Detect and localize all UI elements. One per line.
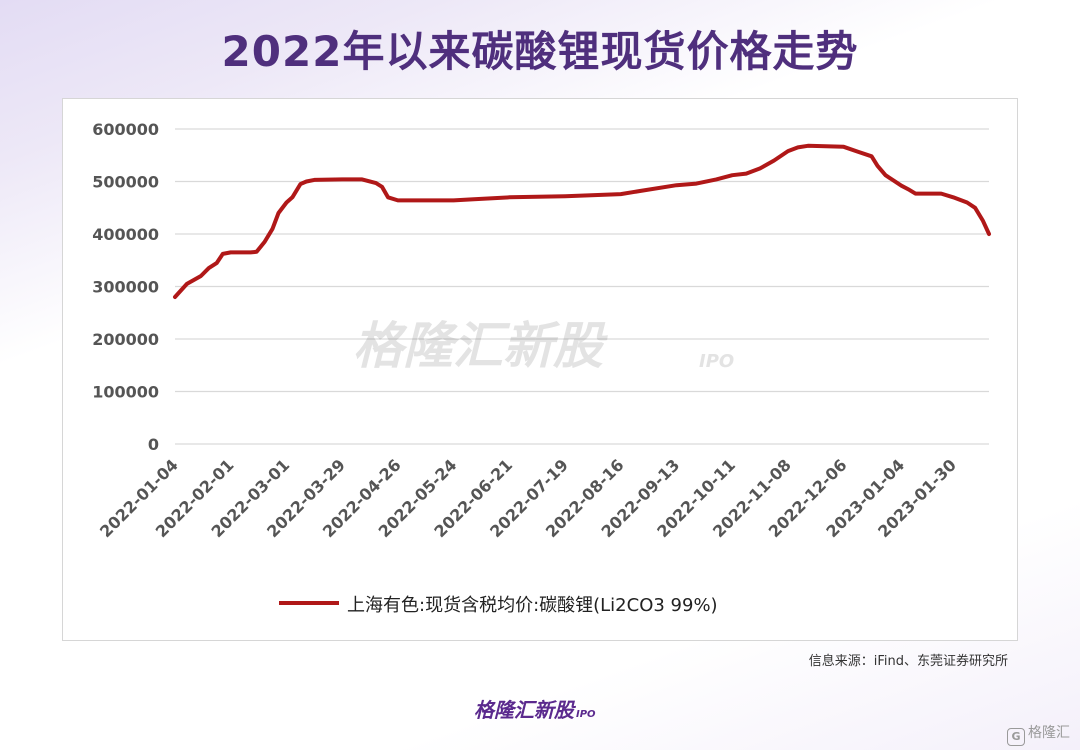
- y-tick-label: 300000: [92, 278, 159, 297]
- y-tick-label: 100000: [92, 383, 159, 402]
- line-chart: 0 100000 200000 300000 400000 500000 600000 20…: [92, 120, 991, 616]
- legend-label: 上海有色:现货含税均价:碳酸锂(Li2CO3 99%): [347, 595, 718, 616]
- series-layer: [173, 143, 991, 299]
- source-note: 信息来源：iFind、东莞证券研究所: [808, 654, 1008, 669]
- y-tick-label: 200000: [92, 330, 159, 349]
- series-line: [173, 143, 991, 299]
- legend: 上海有色:现货含税均价:碳酸锂(Li2CO3 99%): [279, 595, 718, 616]
- g-logo-icon: G: [1007, 728, 1025, 746]
- watermark-suffix: IPO: [699, 351, 734, 372]
- watermark-brand: 格隆汇新股: [353, 317, 608, 375]
- footer-brand: 格隆汇新股: [474, 698, 574, 722]
- corner-brand: 格隆汇: [1028, 725, 1070, 741]
- watermark: 格隆汇新股 IPO: [353, 317, 734, 375]
- footer-logo: 格隆汇新股 IPO: [474, 694, 596, 723]
- x-axis-tick-labels: 2022-01-042022-02-012022-03-012022-03-29…: [96, 455, 960, 541]
- chart-card: 0 100000 200000 300000 400000 500000 600000 20…: [62, 98, 1018, 641]
- y-axis-tick-labels: 0 100000 200000 300000 400000 500000 600000: [92, 120, 159, 454]
- y-tick-label: 600000: [92, 120, 159, 139]
- y-tick-label: 400000: [92, 225, 159, 244]
- corner-watermark: G 格隆汇: [1007, 722, 1070, 746]
- y-tick-label: 0: [148, 435, 159, 454]
- footer-suffix: IPO: [576, 709, 596, 720]
- y-tick-label: 500000: [92, 173, 159, 192]
- grid-lines: [175, 128, 989, 445]
- page-title: 2022年以来碳酸锂现货价格走势: [221, 27, 859, 76]
